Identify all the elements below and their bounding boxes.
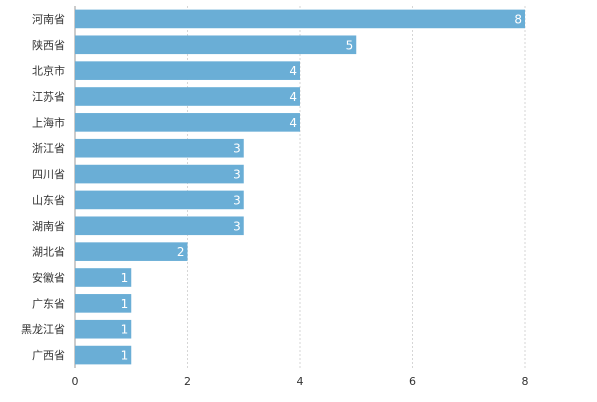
category-label: 浙江省 (32, 142, 65, 155)
label-layer: 0 2 4 6 8 河南省 8 陕西省 5 北京市 4 江苏省 4 上海市 4 浙江省 3 四川省 3 山东省 3 湖南省… (21, 12, 529, 388)
bar (75, 138, 244, 158)
data-label: 1 (121, 271, 129, 285)
category-label: 河南省 (32, 13, 65, 26)
bar (75, 113, 300, 132)
category-label: 广东省 (32, 297, 65, 310)
bar (75, 216, 244, 236)
data-label: 1 (121, 297, 129, 311)
bar (75, 190, 244, 210)
bar (75, 242, 188, 261)
bar (75, 61, 300, 80)
bar-layer (75, 9, 525, 365)
x-tick-label: 4 (297, 375, 304, 388)
data-label: 1 (121, 323, 129, 337)
data-label: 3 (233, 168, 241, 182)
bar (75, 87, 300, 106)
category-label: 上海市 (32, 115, 65, 129)
data-label: 5 (346, 38, 354, 52)
category-label: 北京市 (32, 64, 65, 78)
data-label: 8 (514, 12, 522, 26)
bar (75, 164, 244, 184)
bar (75, 35, 357, 55)
bar (75, 294, 132, 313)
data-label: 3 (233, 193, 241, 207)
data-label: 4 (289, 116, 297, 130)
bar (75, 319, 132, 339)
data-label: 2 (177, 245, 185, 259)
category-label: 湖北省 (32, 246, 65, 259)
category-label: 江苏省 (32, 91, 65, 104)
x-tick-label: 2 (184, 375, 191, 388)
data-label: 1 (121, 349, 129, 363)
x-tick-label: 6 (409, 375, 416, 388)
bar (75, 9, 525, 29)
grid-layer (74, 6, 526, 368)
category-label: 陕西省 (32, 38, 65, 52)
data-label: 4 (289, 90, 297, 104)
category-label: 黑龙江省 (21, 323, 65, 336)
x-tick-label: 8 (522, 375, 529, 388)
category-label: 安徽省 (32, 271, 65, 285)
bar (75, 268, 132, 287)
category-label: 山东省 (32, 194, 65, 207)
bar (75, 345, 132, 365)
category-label: 四川省 (32, 168, 65, 181)
category-label: 广西省 (32, 349, 65, 362)
data-label: 3 (233, 142, 241, 156)
category-label: 湖南省 (32, 220, 65, 233)
data-label: 3 (233, 219, 241, 233)
x-tick-label: 0 (72, 375, 79, 388)
data-label: 4 (289, 64, 297, 78)
